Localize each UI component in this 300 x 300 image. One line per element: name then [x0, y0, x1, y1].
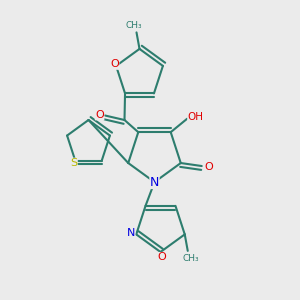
Text: N: N	[150, 176, 159, 189]
Text: O: O	[110, 59, 119, 69]
Text: CH₃: CH₃	[182, 254, 199, 263]
Text: O: O	[204, 162, 213, 172]
Text: S: S	[70, 158, 77, 168]
Text: O: O	[95, 110, 104, 120]
Text: N: N	[127, 228, 135, 238]
Text: OH: OH	[188, 112, 204, 122]
Text: O: O	[158, 252, 166, 262]
Text: CH₃: CH₃	[125, 21, 142, 30]
